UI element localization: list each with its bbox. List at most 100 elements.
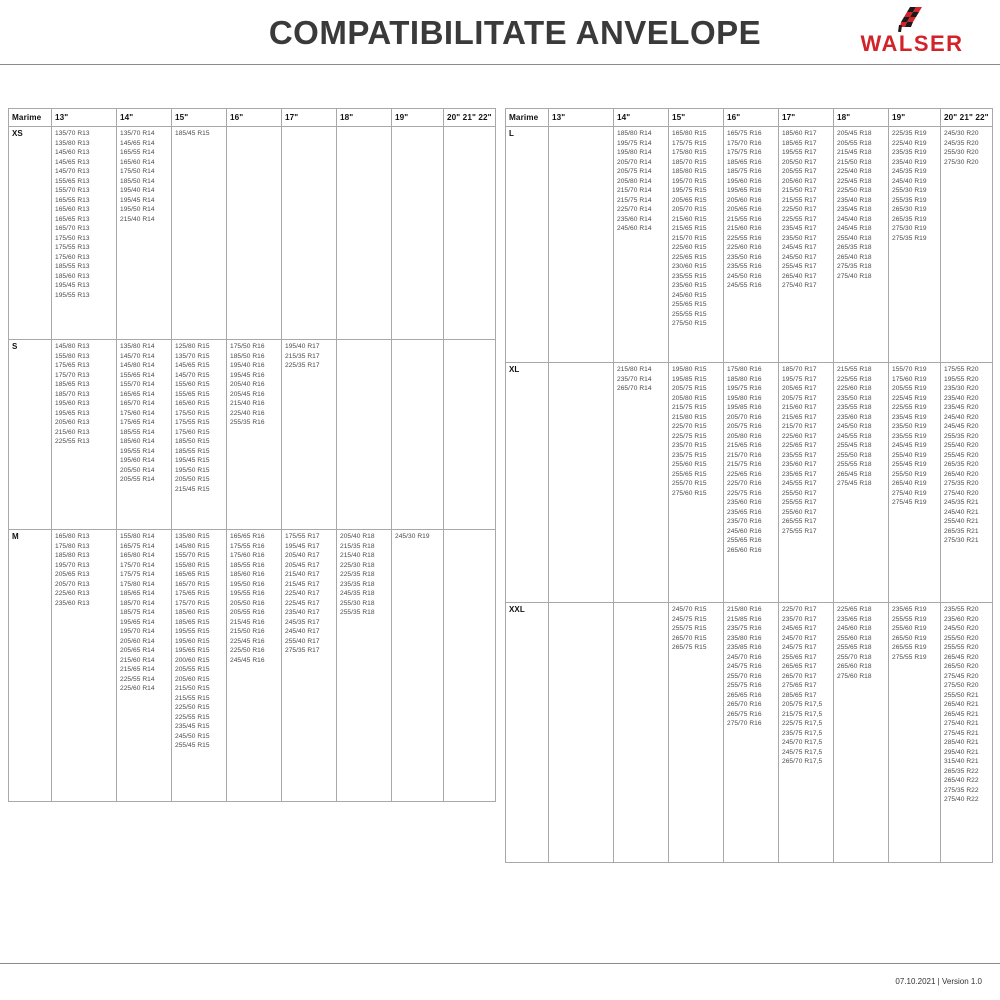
tire-size-item: 165/75 R14 [120,542,155,550]
tire-size-list-cell: 205/45 R18 205/55 R18 215/45 R18 215/50 R18… [833,126,889,363]
tire-size-item: 195/50 R16 [230,580,265,588]
tire-size-item: 205/70 R15 [672,206,707,213]
tire-size-item: 245/45 R19 [892,442,927,449]
tire-size-item: 235/65 R17 [782,470,817,478]
tire-size-item: 255/35 R18 [340,609,375,616]
tire-size-item: 215/65 R15 [672,225,707,232]
tire-size-item: 235/45 R17 [782,225,817,232]
tire-size-item: 245/70 R15 [672,606,707,613]
tire-size-item: 265/30 R19 [892,206,927,213]
tire-size-item: 235/55 R16 [727,263,762,270]
tire-size-item: 255/45 R15 [175,742,210,749]
tire-size-item: 195/75 R16 [727,385,762,392]
tire-size-item: 165/70 R13 [55,225,90,232]
tire-size-item: 235/35 R19 [892,149,927,156]
tire-size-item: 195/40 R14 [120,187,155,194]
tire-size-list-cell: 245/30 R20 245/35 R20 255/30 R20 275/30 R20 [940,126,993,363]
tire-size-item: 215/60 R17 [782,404,817,411]
tire-size-item: 265/70 R15 [672,634,707,642]
tire-size-item: 145/80 R13 [55,343,90,350]
tire-size-item: 275/35 R20 [944,480,979,487]
tire-size-item: 255/65 R15 [672,301,707,308]
column-header-8: 20" 21" 22" [443,108,496,127]
tire-size-item: 185/60 R14 [120,438,155,445]
size-label-m: M [8,529,52,802]
tire-size-item: 215/40 R16 [230,400,265,407]
brand-name: WALSER [860,31,964,56]
size-label-xxl: XXL [505,602,549,863]
tire-size-item: 205/55 R18 [837,139,872,147]
tire-size-item: 145/65 R13 [55,158,90,166]
tire-size-item: 225/70 R16 [727,480,762,487]
tire-size-list-cell [613,602,669,863]
tire-size-item: 205/50 R14 [120,466,155,474]
tire-size-item: 225/35 R19 [892,130,927,137]
size-label-l: L [505,126,549,363]
tire-size-item: 255/75 R16 [727,682,762,689]
tire-size-item: 265/40 R17 [782,272,817,280]
tire-size-item: 265/60 R16 [727,546,762,554]
tire-size-item: 235/65 R19 [892,606,927,613]
tire-size-item: 295/40 R21 [944,748,979,756]
column-header-2: 14" [613,108,669,127]
tire-size-item: 215/70 R17 [782,423,817,430]
tire-size-item: 225/65 R16 [727,470,762,478]
tire-size-item: 275/55 R17 [782,527,817,535]
tire-size-item: 205/55 R14 [120,476,155,483]
tire-size-item: 135/70 R15 [175,352,210,360]
tire-size-item: 255/65 R15 [672,470,707,478]
tire-size-item: 205/45 R17 [285,561,320,569]
tire-size-item: 185/60 R13 [55,272,90,280]
tire-size-item: 215/45 R18 [837,149,872,156]
tire-size-item: 205/80 R16 [727,432,762,440]
tire-size-item: 195/45 R14 [120,196,155,204]
tire-size-item: 225/60 R18 [837,385,872,392]
column-header-4: 16" [226,108,282,127]
tire-size-item: 195/85 R15 [672,375,707,383]
tire-size-item: 205/75 R16 [727,423,762,430]
tire-size-item: 145/80 R14 [120,362,155,369]
tire-size-item: 275/60 R18 [837,672,872,680]
tire-size-item: 215/70 R14 [617,187,652,194]
tire-size-list-cell: 185/80 R14 195/75 R14 195/80 R14 205/70 R14… [613,126,669,363]
tire-size-item: 265/45 R20 [944,653,979,661]
tire-size-list-cell: 165/65 R16 175/55 R16 175/60 R16 185/55 R16… [226,529,282,802]
column-header-6: 18" [833,108,889,127]
tire-size-item: 315/40 R21 [944,758,979,765]
tire-size-item: 195/65 R15 [175,647,210,654]
tire-size-item: 255/55 R17 [782,499,817,506]
tire-size-item: 205/75 R15 [672,385,707,392]
tire-size-item: 205/55 R15 [175,666,210,673]
tire-size-item: 205/75 R17,5 [782,701,823,708]
tire-size-item: 275/30 R19 [892,225,927,232]
header-row: Marime 13" 14" 15" 16" 17" 18" 19" 20" 21" 22" [505,108,993,127]
tire-size-item: 225/45 R16 [230,637,265,645]
tire-size-item: 265/50 R19 [892,634,927,642]
tire-size-item: 185/45 R15 [175,130,210,137]
tire-size-item: 185/60 R16 [230,571,265,578]
column-header-1: 13" [51,108,117,127]
tire-size-item: 255/70 R15 [672,480,707,487]
tire-size-item: 185/75 R16 [727,168,762,175]
tire-size-item: 215/80 R16 [727,606,762,613]
tire-size-item: 235/55 R15 [672,272,707,280]
tire-size-item: 225/55 R16 [727,234,762,242]
tire-size-item: 255/70 R16 [727,672,762,680]
tire-size-item: 235/75 R17,5 [782,729,823,737]
tire-size-item: 215/70 R16 [727,451,762,459]
tire-size-item: 265/35 R21 [944,527,979,535]
tire-size-item: 225/45 R19 [892,394,927,402]
tire-size-item: 225/60 R15 [672,244,707,251]
tire-size-item: 255/65 R18 [837,644,872,651]
tire-size-item: 165/80 R14 [120,552,155,559]
tire-size-item: 200/60 R15 [175,656,210,664]
tire-size-list-cell [548,362,614,603]
tire-size-item: 215/65 R17 [782,413,817,421]
tire-size-item: 205/65 R15 [672,196,707,204]
tire-size-list-cell: 165/75 R16 175/70 R16 175/75 R16 185/65 R16… [723,126,779,363]
tire-size-item: 205/60 R15 [175,675,210,683]
tire-size-item: 235/40 R19 [892,158,927,166]
tire-size-item: 225/50 R17 [782,206,817,213]
tire-size-list-cell: 175/50 R16 185/50 R16 195/40 R16 195/45 R16… [226,339,282,530]
tire-size-item: 265/50 R20 [944,663,979,670]
